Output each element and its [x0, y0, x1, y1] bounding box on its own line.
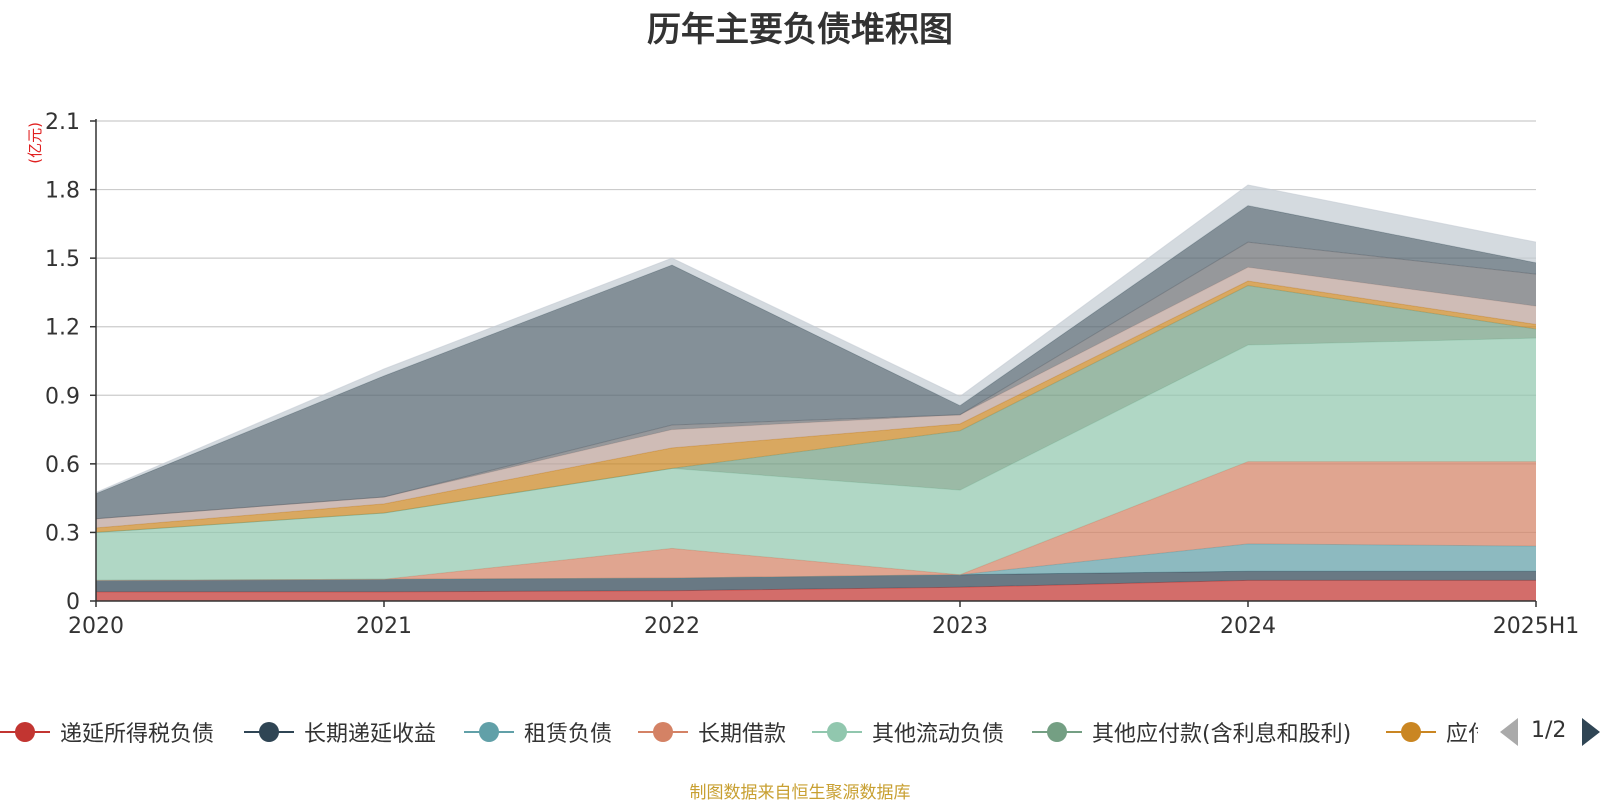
series-line-10 [95, 184, 1537, 493]
area-series-3 [96, 461, 1536, 581]
x-tick-label: 2021 [356, 614, 412, 639]
area-series-0 [96, 580, 1536, 601]
area-series-9 [96, 205, 1536, 519]
legend-marker [1032, 722, 1082, 742]
legend-label: 其他流动负债 [872, 722, 1005, 747]
y-tick-label: 1.2 [45, 316, 80, 341]
y-tick-label: 1.5 [45, 247, 80, 272]
legend-marker [1386, 722, 1436, 742]
area-series-2 [96, 543, 1536, 581]
y-tick-label: 0 [66, 590, 80, 615]
y-tick-label: 1.8 [45, 179, 80, 204]
legend-item-long-term-loan[interactable]: 长期借款 [638, 712, 786, 752]
legend-label: 租赁负债 [524, 722, 613, 747]
data-source-footer: 制图数据来自恒生聚源数据库 [689, 783, 911, 803]
area-series-1 [96, 571, 1536, 592]
legend-item-lease-liability[interactable]: 租赁负债 [464, 712, 612, 752]
legend-item-truncated[interactable]: 应付职工薪酬 [1386, 712, 1478, 752]
area-series-5 [96, 285, 1536, 533]
area-series-7 [96, 267, 1536, 528]
legend-label: 其他应付款(含利息和股利) [1092, 722, 1352, 747]
legend-marker [0, 722, 50, 742]
legend-marker [464, 722, 514, 742]
area-series-10 [96, 185, 1536, 494]
x-tick-label: 2020 [68, 614, 124, 639]
legend-pager: 1/2 [1500, 712, 1600, 752]
legend-item-deferred-tax[interactable]: 递延所得税负债 [0, 712, 214, 752]
legend-label: 长期借款 [698, 722, 787, 747]
legend-item-other-current-liabilities[interactable]: 其他流动负债 [812, 712, 1004, 752]
y-tick-label: 2.1 [45, 110, 80, 135]
legend-label: 应付职工薪酬 [1446, 722, 1478, 747]
legend-marker [638, 722, 688, 742]
x-tick-label: 2022 [644, 614, 700, 639]
legend-marker [812, 722, 862, 742]
chart-title: 历年主要负债堆积图 [647, 10, 953, 50]
legend-next-page-icon[interactable] [1582, 718, 1600, 746]
legend-label: 长期递延收益 [304, 722, 437, 747]
legend-item-other-payables[interactable]: 其他应付款(含利息和股利) [1032, 712, 1351, 752]
x-tick-label: 2023 [932, 614, 988, 639]
area-series-4 [96, 338, 1536, 581]
stacked-area-chart: 0 0.3 0.6 0.9 1.2 1.5 1.8 2.1 2020 2021 2022 2023 20… [45, 110, 1580, 639]
legend-label: 递延所得税负债 [60, 722, 215, 747]
y-tick-label: 0.9 [45, 384, 80, 409]
area-series-6 [96, 281, 1536, 533]
legend: 递延所得税负债 长期递延收益 租赁负债 长期借款 其他流动负债 其他应付款(含利… [0, 712, 1600, 752]
y-tick-label: 0.6 [45, 453, 80, 478]
area-series-8 [96, 242, 1536, 519]
legend-item-long-deferred-income[interactable]: 长期递延收益 [244, 712, 436, 752]
x-tick-label: 2024 [1220, 614, 1276, 639]
legend-page-indicator: 1/2 [1531, 718, 1567, 743]
legend-prev-page-icon[interactable] [1500, 718, 1518, 746]
x-tick-label: 2025H1 [1493, 614, 1580, 639]
legend-marker [244, 722, 294, 742]
y-tick-label: 0.3 [45, 521, 80, 546]
